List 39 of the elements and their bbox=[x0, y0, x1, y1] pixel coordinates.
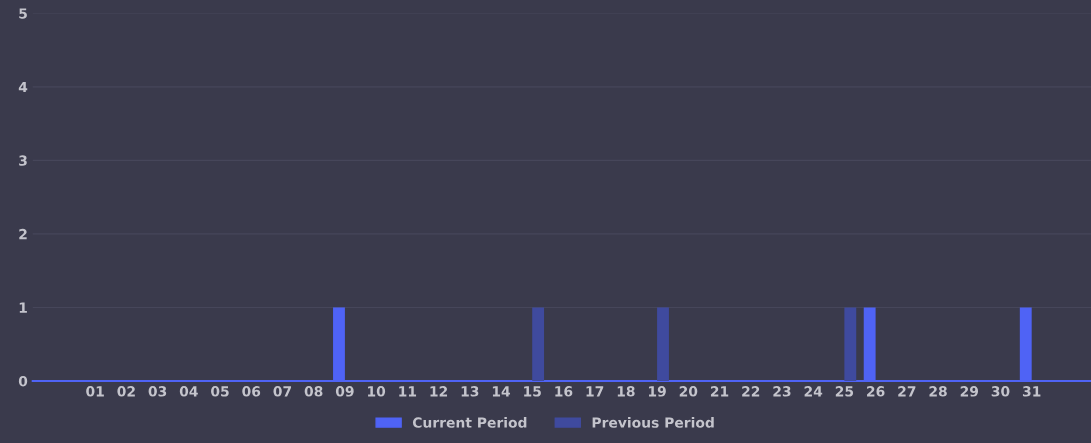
x-tick-label: 07 bbox=[273, 386, 292, 397]
x-tick-label: 12 bbox=[430, 386, 448, 397]
x-tick-label: 29 bbox=[960, 386, 979, 397]
x-tick-label: 03 bbox=[148, 386, 167, 397]
x-tick-label: 01 bbox=[86, 386, 104, 397]
x-tick-label: 10 bbox=[368, 386, 386, 397]
x-tick-label: 30 bbox=[991, 386, 1010, 397]
y-tick-label: 2 bbox=[19, 228, 27, 240]
x-tick-label: 27 bbox=[898, 386, 916, 397]
x-tick-label: 19 bbox=[648, 386, 666, 397]
y-tick-label: 4 bbox=[18, 81, 28, 93]
x-tick-label: 28 bbox=[929, 386, 947, 397]
y-tick-label: 1 bbox=[19, 302, 27, 313]
legend-label: Previous Period bbox=[592, 417, 714, 428]
x-tick-label: 16 bbox=[555, 386, 573, 397]
x-tick-label: 08 bbox=[304, 386, 323, 397]
x-tick-label: 23 bbox=[773, 386, 791, 397]
x-tick-label: 31 bbox=[1022, 386, 1041, 397]
x-tick-label: 09 bbox=[335, 386, 354, 397]
x-tick-label: 11 bbox=[399, 386, 417, 397]
x-tick-label: 06 bbox=[242, 386, 261, 397]
x-tick-label: 05 bbox=[211, 386, 229, 397]
y-tick-label: 5 bbox=[19, 8, 27, 19]
x-tick-label: 15 bbox=[524, 386, 541, 397]
x-tick-label: 25 bbox=[835, 386, 854, 397]
x-tick-label: 17 bbox=[586, 386, 604, 397]
x-tick-label: 20 bbox=[679, 386, 698, 397]
x-tick-label: 24 bbox=[804, 386, 823, 397]
x-tick-label: 21 bbox=[710, 386, 729, 397]
x-tick-label: 18 bbox=[617, 386, 635, 397]
legend-label: Current Period bbox=[412, 417, 527, 428]
x-tick-label: 22 bbox=[742, 386, 760, 397]
x-tick-label: 26 bbox=[867, 386, 885, 397]
y-tick-label: 3 bbox=[19, 155, 27, 166]
x-tick-label: 04 bbox=[179, 386, 198, 397]
y-tick-label: 0 bbox=[18, 375, 28, 387]
x-tick-label: 02 bbox=[117, 386, 135, 397]
x-tick-label: 13 bbox=[461, 386, 479, 397]
x-tick-label: 14 bbox=[492, 386, 511, 397]
